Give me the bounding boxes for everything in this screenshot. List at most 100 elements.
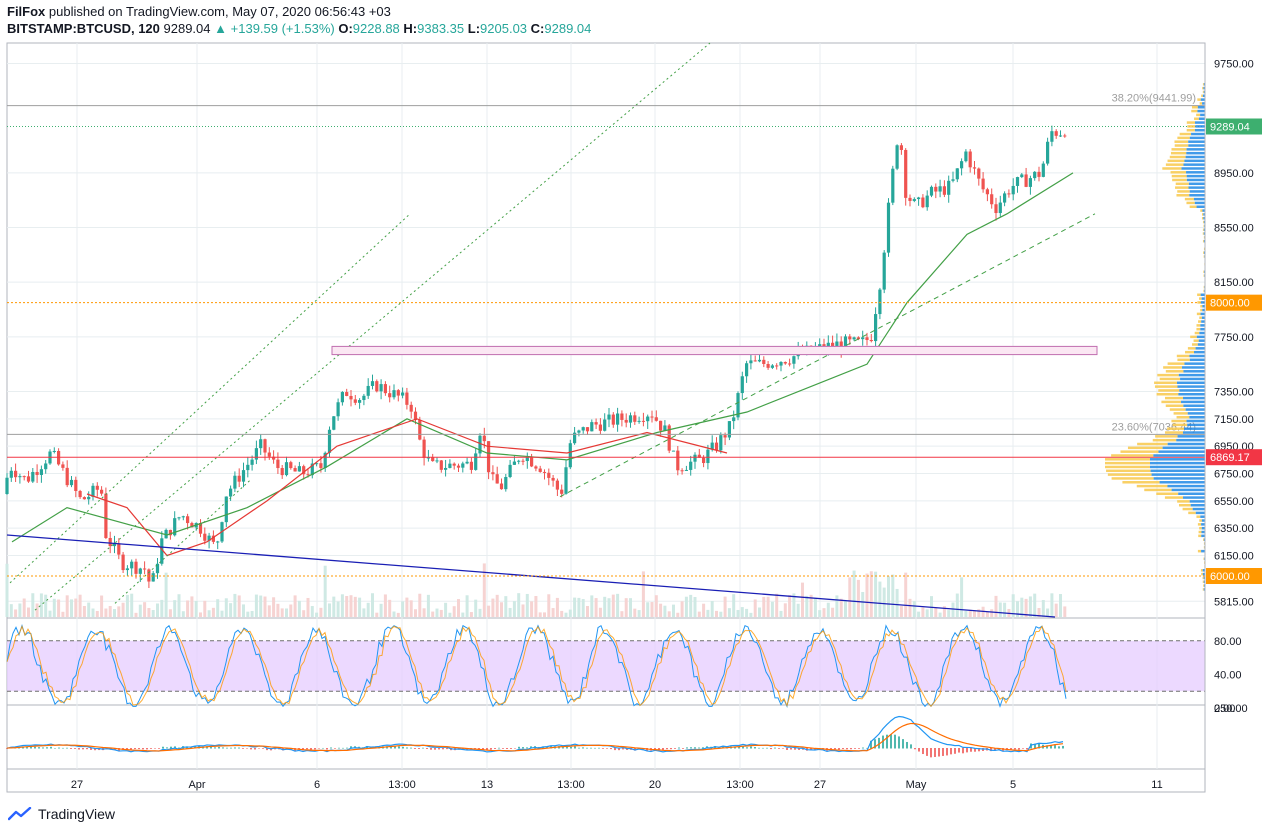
macd-hist-bar [594, 747, 596, 749]
macd-hist-bar [850, 748, 852, 750]
vp-bar-sell [1163, 366, 1182, 369]
macd-hist-bar [1018, 748, 1020, 750]
macd-hist-bar [902, 739, 904, 749]
price-chart[interactable]: 38.20%(9441.99)23.60%(7036.44)9750.00895… [0, 0, 1280, 800]
volume-bar [977, 609, 981, 617]
tradingview-footer[interactable]: TradingView [8, 806, 115, 822]
sma-green-line [11, 172, 1074, 543]
vp-bar-buy [1201, 320, 1205, 323]
vp-bar-sell [1167, 159, 1185, 163]
author-name[interactable]: FilFox [7, 4, 46, 19]
vp-bar-sell [1120, 450, 1159, 453]
macd-hist-bar [114, 748, 116, 751]
volume-bar [689, 594, 693, 617]
volume-bar [856, 579, 860, 617]
vp-bar-sell [1203, 285, 1205, 289]
price-change: +139.59 (+1.53%) [230, 21, 335, 36]
candle-body [478, 435, 482, 454]
macd-hist-bar [50, 746, 52, 749]
macd-hist-bar [250, 748, 252, 750]
volume-bar [52, 598, 56, 617]
level-tag-6000-00: 6000.00 [1210, 571, 1250, 583]
volume-bar [620, 611, 624, 617]
vp-bar-buy [1200, 324, 1205, 327]
vp-bar-sell [1199, 297, 1202, 300]
macd-hist-bar [846, 748, 848, 750]
candle-body [465, 461, 469, 464]
volume-bar [250, 610, 254, 617]
candles-group [5, 125, 1067, 589]
volume-bar [500, 602, 503, 617]
volume-bar [1003, 602, 1007, 617]
volume-bar [495, 594, 499, 617]
time-axis-label: 13 [481, 779, 493, 791]
price-axis-label: 6550.00 [1214, 496, 1254, 508]
candle-body [336, 402, 340, 417]
vp-bar-buy [1186, 178, 1205, 182]
volume-bar [818, 610, 822, 617]
vp-bar-buy [1191, 132, 1205, 136]
candle-body [620, 413, 624, 420]
macd-hist-bar [530, 746, 532, 749]
fib-label-0: 38.20%(9441.99) [1112, 93, 1196, 105]
candle-body [272, 456, 276, 460]
candle-body [327, 429, 332, 453]
vp-bar-sell [1191, 343, 1198, 346]
macd-axis-label: 250.00 [1214, 703, 1248, 715]
volume-bar [1046, 608, 1050, 617]
candle-body [594, 422, 598, 425]
vp-bar-sell [1175, 186, 1189, 189]
candle-body [396, 390, 400, 396]
price-axis-label: 7150.00 [1214, 414, 1254, 426]
macd-hist-bar [510, 748, 512, 749]
candle-body [757, 359, 762, 362]
vp-bar-buy [1189, 194, 1205, 197]
candle-body [456, 465, 461, 468]
price-axis-label: 6150.00 [1214, 551, 1254, 563]
vp-bar-sell [1169, 155, 1186, 159]
vp-bar-sell [1197, 301, 1201, 304]
macd-hist-bar [958, 748, 960, 753]
volume-bar [371, 593, 374, 617]
macd-hist-bar [1062, 745, 1064, 749]
candle-body [1058, 135, 1063, 137]
vp-bar-buy [1200, 312, 1205, 316]
volume-bar [745, 608, 749, 617]
vp-bar-sell [1203, 224, 1205, 228]
vp-bar-sell [1200, 569, 1203, 572]
vp-bar-sell [1199, 526, 1202, 530]
vp-bar-buy [1195, 511, 1205, 515]
volume-bar [676, 612, 680, 617]
candle-body [542, 471, 547, 473]
volume-bar [517, 593, 521, 617]
candle-body [448, 463, 452, 468]
volume-bar [151, 610, 155, 617]
candle-body [375, 381, 379, 392]
vp-bar-sell [1137, 442, 1168, 446]
vp-bar-buy [1182, 496, 1205, 499]
vp-bar-buy [1194, 201, 1205, 205]
candle-body [14, 470, 18, 478]
vp-bar-buy [1188, 186, 1205, 189]
volume-bar [1054, 603, 1058, 617]
vp-bar-sell [1105, 458, 1150, 461]
vp-bar-buy [1176, 381, 1205, 385]
macd-hist-bar [42, 747, 44, 749]
macd-hist-bar [774, 747, 776, 749]
candle-body [112, 543, 117, 547]
candle-body [650, 416, 654, 418]
candle-body [345, 392, 349, 396]
volume-bar [39, 593, 43, 617]
candle-body [211, 535, 215, 542]
volume-bar [779, 610, 783, 617]
volume-bar [504, 596, 508, 617]
macd-hist-bar [678, 747, 680, 749]
macd-hist-bar [702, 747, 704, 749]
candle-body [435, 460, 439, 462]
volume-bar [267, 605, 271, 617]
vp-bar-sell [1187, 125, 1196, 128]
volume-bar [560, 610, 564, 617]
vp-bar-buy [1194, 128, 1205, 132]
volume-bar [1011, 594, 1015, 617]
volume-bar [693, 596, 697, 617]
